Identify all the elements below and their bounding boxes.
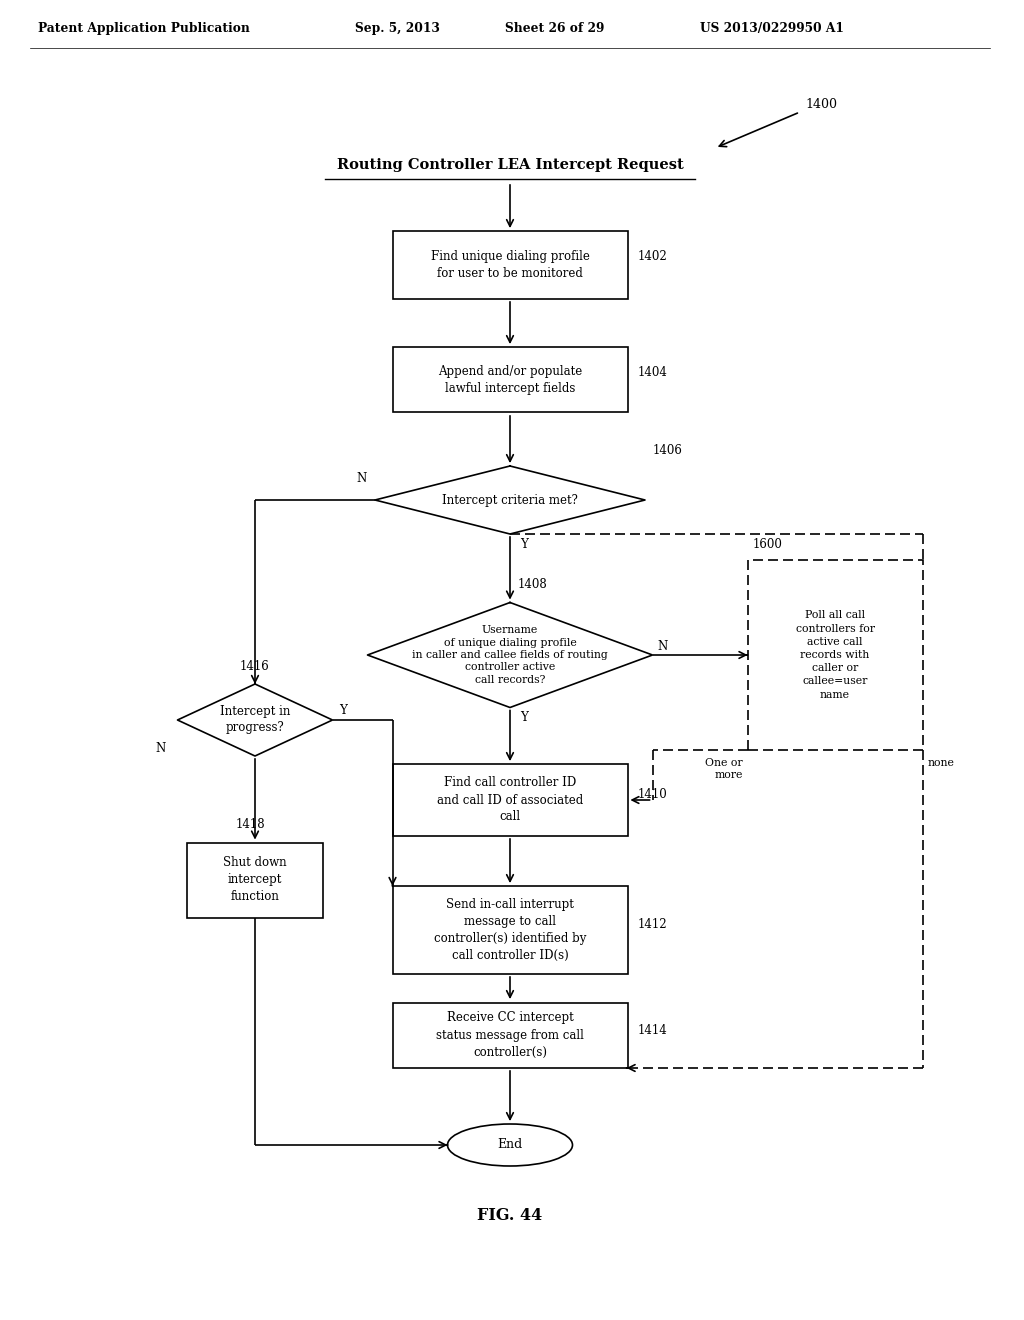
Text: Routing Controller LEA Intercept Request: Routing Controller LEA Intercept Request [337, 158, 683, 172]
Text: Shut down
intercept
function: Shut down intercept function [223, 857, 287, 903]
Bar [392, 764, 628, 836]
Text: Y: Y [520, 537, 528, 550]
Text: 1414: 1414 [638, 1023, 668, 1036]
Text: Append and/or populate
lawful intercept fields: Append and/or populate lawful intercept … [438, 366, 582, 395]
Text: 1600: 1600 [753, 539, 782, 552]
Text: One or
more: One or more [705, 758, 742, 780]
Polygon shape [368, 602, 652, 708]
Text: 1404: 1404 [638, 366, 668, 379]
Text: Intercept criteria met?: Intercept criteria met? [442, 494, 578, 507]
Text: Sheet 26 of 29: Sheet 26 of 29 [505, 22, 604, 36]
Text: none: none [928, 758, 954, 768]
Text: Poll all call
controllers for
active call
records with
caller or
callee=user
nam: Poll all call controllers for active cal… [796, 610, 874, 700]
Text: Receive CC intercept
status message from call
controller(s): Receive CC intercept status message from… [436, 1011, 584, 1059]
Text: Patent Application Publication: Patent Application Publication [38, 22, 250, 36]
Bar [392, 231, 628, 300]
Text: Intercept in
progress?: Intercept in progress? [220, 705, 290, 734]
Text: 1410: 1410 [638, 788, 668, 801]
Polygon shape [177, 684, 333, 756]
Text: Send in-call interrupt
message to call
controller(s) identified by
call controll: Send in-call interrupt message to call c… [434, 898, 586, 962]
Text: Username
of unique dialing profile
in caller and callee fields of routing
contro: Username of unique dialing profile in ca… [412, 626, 608, 685]
Text: Y: Y [340, 704, 347, 717]
Text: 1416: 1416 [240, 660, 270, 672]
Text: Sep. 5, 2013: Sep. 5, 2013 [355, 22, 440, 36]
Text: 1418: 1418 [236, 818, 265, 832]
Text: Find unique dialing profile
for user to be monitored: Find unique dialing profile for user to … [430, 249, 590, 280]
Text: End: End [498, 1138, 522, 1151]
Text: 1406: 1406 [653, 444, 683, 457]
Text: FIG. 44: FIG. 44 [477, 1206, 543, 1224]
Polygon shape [375, 466, 645, 535]
Text: Y: Y [520, 711, 528, 723]
Text: N: N [156, 742, 166, 755]
Text: 1402: 1402 [638, 251, 668, 264]
Text: 1400: 1400 [805, 99, 837, 111]
Text: N: N [356, 471, 367, 484]
Text: N: N [657, 640, 668, 653]
Bar [392, 1002, 628, 1068]
Text: 1408: 1408 [518, 578, 548, 591]
Text: US 2013/0229950 A1: US 2013/0229950 A1 [700, 22, 844, 36]
Text: 1412: 1412 [638, 919, 667, 932]
Bar [187, 842, 323, 917]
Bar [392, 886, 628, 974]
Bar [392, 347, 628, 412]
Bar [748, 560, 923, 750]
Text: Find call controller ID
and call ID of associated
call: Find call controller ID and call ID of a… [437, 776, 583, 824]
Ellipse shape [447, 1125, 572, 1166]
